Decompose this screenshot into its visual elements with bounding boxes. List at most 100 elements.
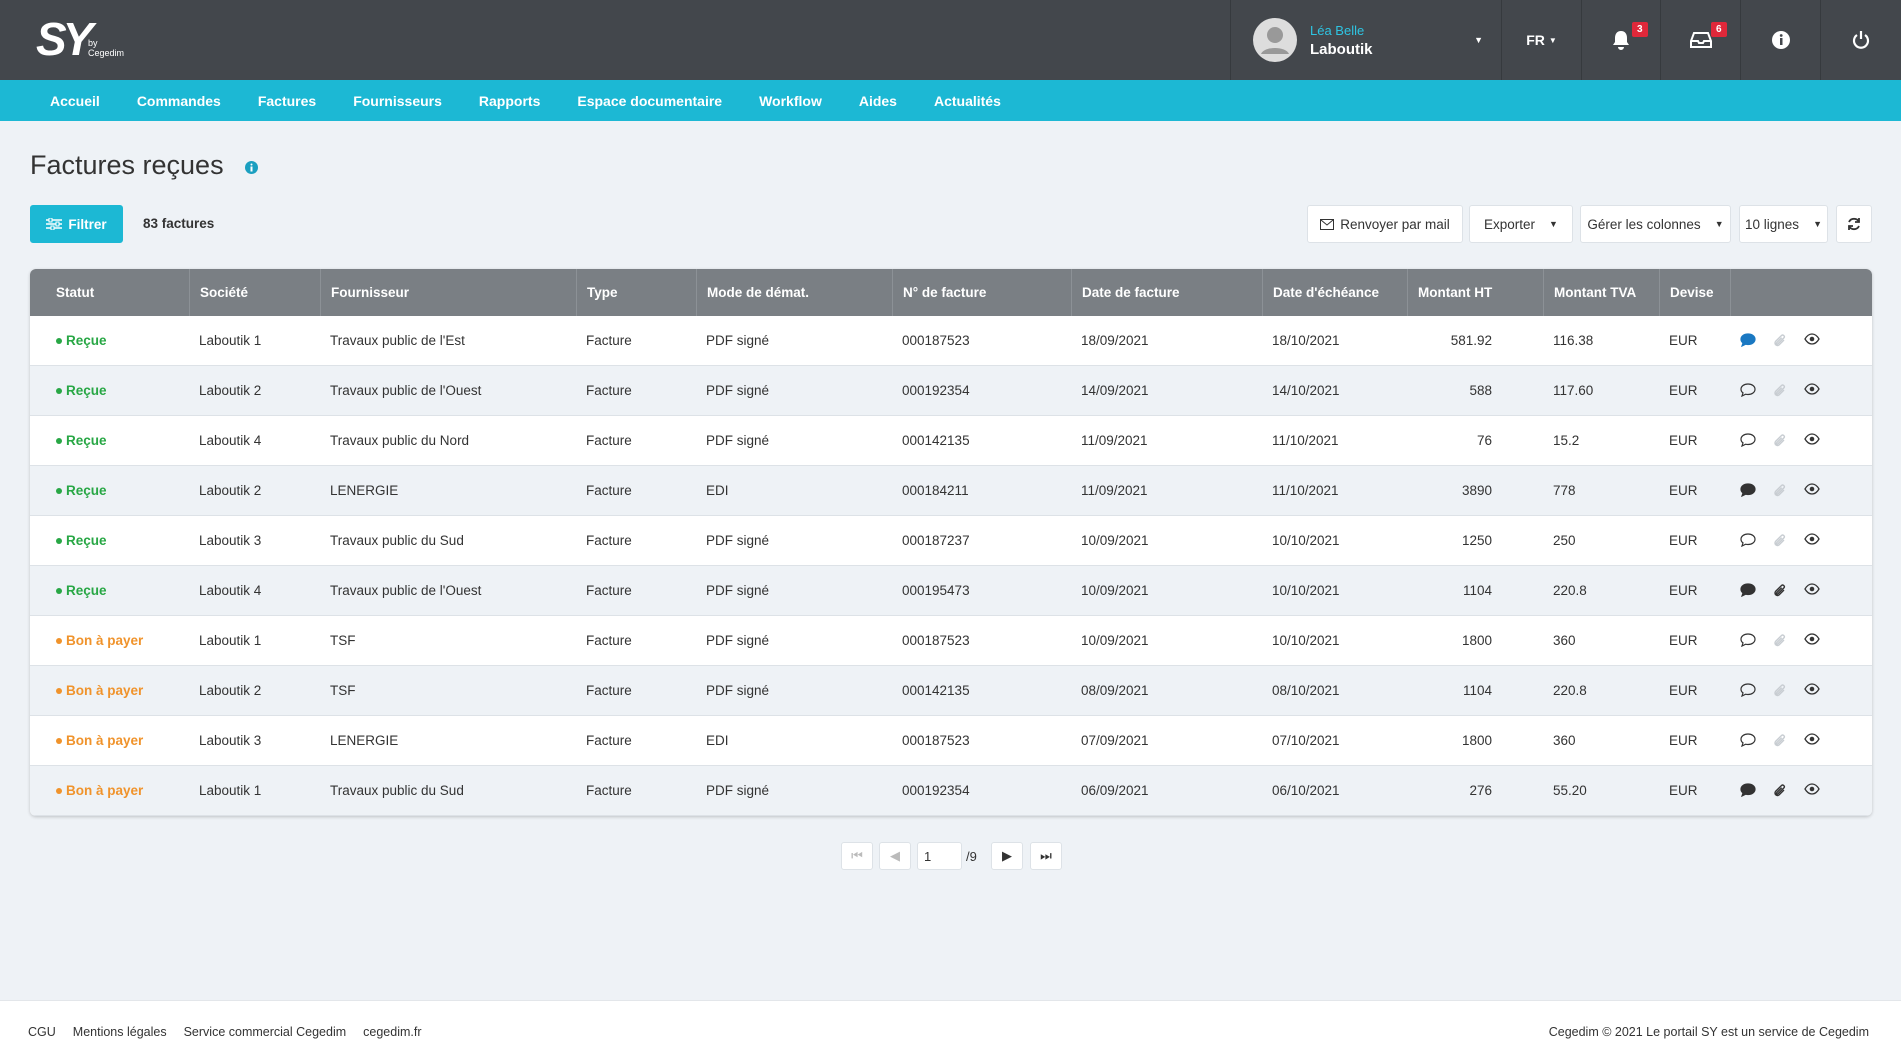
status-dot: [56, 538, 62, 545]
filter-button[interactable]: Filtrer: [30, 205, 123, 243]
column-header[interactable]: Devise: [1659, 269, 1730, 316]
attachment-icon[interactable]: [1772, 583, 1788, 599]
status-dot: [56, 688, 62, 695]
nav-item[interactable]: Workflow: [759, 92, 822, 109]
attachment-icon[interactable]: [1772, 433, 1788, 449]
invoice-count: 83 factures: [143, 216, 215, 231]
title-info-icon[interactable]: [245, 161, 259, 174]
table-row: Reçue Laboutik 4 Travaux public du Nord Fac…: [30, 416, 1872, 466]
cell-text: 15.2: [1553, 433, 1580, 448]
column-header[interactable]: Société: [189, 269, 320, 316]
comment-icon[interactable]: [1740, 782, 1756, 797]
comment-icon[interactable]: [1740, 632, 1756, 647]
attachment-icon[interactable]: [1772, 683, 1788, 699]
column-header[interactable]: N° de facture: [892, 269, 1071, 316]
last-page[interactable]: ⏭: [1030, 842, 1062, 870]
comment-icon[interactable]: [1740, 732, 1756, 747]
cell-text: Travaux public du Sud: [330, 533, 464, 548]
comment-icon[interactable]: [1740, 432, 1756, 447]
table-cell: Facture: [576, 783, 696, 798]
footer-link[interactable]: cegedim.fr: [363, 1025, 422, 1039]
table-cell: 000187523: [892, 733, 1071, 748]
cell-text: TSF: [330, 633, 356, 648]
logo[interactable]: SY: [36, 13, 93, 65]
logout[interactable]: [1820, 0, 1901, 80]
cell-text: 1104: [1462, 683, 1492, 698]
nav-item[interactable]: Accueil: [50, 92, 100, 109]
view-icon[interactable]: [1804, 682, 1820, 695]
action-button[interactable]: Exporter ▼: [1469, 205, 1573, 243]
footer-link[interactable]: Service commercial Cegedim: [183, 1025, 347, 1039]
column-header[interactable]: Montant HT: [1407, 269, 1543, 316]
nav-item[interactable]: Commandes: [136, 92, 221, 109]
table-cell: Travaux public de l'Est: [320, 333, 576, 348]
view-icon[interactable]: [1804, 432, 1820, 445]
column-header[interactable]: Fournisseur: [320, 269, 576, 316]
view-icon[interactable]: [1804, 332, 1820, 345]
table-cell: Facture: [576, 733, 696, 748]
column-header[interactable]: Mode de démat.: [696, 269, 892, 316]
nav-item[interactable]: Aides: [858, 92, 897, 109]
column-header[interactable]: Montant TVA: [1543, 269, 1659, 316]
row-actions: [1730, 382, 1872, 399]
refresh-button[interactable]: [1836, 205, 1872, 243]
view-icon[interactable]: [1804, 482, 1820, 495]
view-icon[interactable]: [1804, 782, 1820, 795]
invoice-table: Statut Société Fournisseur Type Mode de déma…: [30, 269, 1872, 816]
comment-icon[interactable]: [1740, 332, 1756, 347]
first-page[interactable]: ⏮: [841, 842, 873, 870]
view-icon[interactable]: [1804, 382, 1820, 395]
view-icon[interactable]: [1804, 582, 1820, 595]
page-input[interactable]: 1: [917, 842, 962, 870]
table-cell: 000184211: [892, 483, 1071, 498]
cell-text: Facture: [586, 333, 632, 348]
nav-item[interactable]: Espace documentaire: [577, 92, 723, 109]
comment-icon[interactable]: [1740, 532, 1756, 547]
attachment-icon[interactable]: [1772, 633, 1788, 649]
next-page[interactable]: ▶: [991, 842, 1023, 870]
table-cell: 1800: [1407, 733, 1543, 748]
table-cell: 08/09/2021: [1071, 683, 1262, 698]
comment-icon[interactable]: [1740, 582, 1756, 597]
cell-text: 588: [1469, 383, 1492, 398]
view-icon[interactable]: [1804, 632, 1820, 645]
attachment-icon[interactable]: [1772, 333, 1788, 349]
table-row: Bon à payer Laboutik 1 Travaux public du S…: [30, 766, 1872, 816]
comment-icon[interactable]: [1740, 382, 1756, 397]
attachment-icon[interactable]: [1772, 383, 1788, 399]
view-icon[interactable]: [1804, 532, 1820, 545]
footer-link[interactable]: CGU: [28, 1025, 56, 1039]
column-header[interactable]: Statut: [56, 285, 95, 300]
language[interactable]: FR ▼: [1501, 0, 1581, 80]
action-button[interactable]: Gérer les colonnes ▼: [1580, 205, 1731, 243]
copyright: Cegedim © 2021 Le portail SY est un serv…: [1548, 1025, 1869, 1039]
action-button[interactable]: 10 lignes ▼: [1739, 205, 1828, 243]
action-button[interactable]: Renvoyer par mail: [1307, 205, 1463, 243]
previous-page[interactable]: ◀: [879, 842, 911, 870]
cell-text: PDF signé: [706, 583, 770, 598]
comment-icon[interactable]: [1740, 482, 1756, 497]
view-icon[interactable]: [1804, 732, 1820, 745]
nav-item[interactable]: Rapports: [478, 92, 541, 109]
nav-item[interactable]: Factures: [257, 92, 317, 109]
nav-item[interactable]: Actualités: [933, 92, 1001, 109]
messages[interactable]: 6: [1660, 0, 1740, 80]
user-menu[interactable]: Léa Belle Laboutik ▼: [1230, 0, 1501, 80]
attachment-icon[interactable]: [1772, 483, 1788, 499]
nav-item[interactable]: Fournisseurs: [353, 92, 442, 109]
table-cell: Reçue: [30, 583, 189, 598]
info[interactable]: [1740, 0, 1820, 80]
attachment-icon[interactable]: [1772, 783, 1788, 799]
comment-icon[interactable]: [1740, 682, 1756, 697]
cell-text: Laboutik 4: [199, 583, 262, 598]
column-header[interactable]: Date de facture: [1071, 269, 1262, 316]
notifications[interactable]: 3: [1581, 0, 1660, 80]
table-cell: Laboutik 2: [189, 683, 320, 698]
footer-link[interactable]: Mentions légales: [72, 1025, 167, 1039]
table-cell: Bon à payer: [30, 683, 189, 698]
column-header[interactable]: Type: [576, 269, 696, 316]
attachment-icon[interactable]: [1772, 733, 1788, 749]
column-header[interactable]: Date d'échéance: [1262, 269, 1407, 316]
attachment-icon[interactable]: [1772, 533, 1788, 549]
cell-text: EUR: [1669, 533, 1698, 548]
